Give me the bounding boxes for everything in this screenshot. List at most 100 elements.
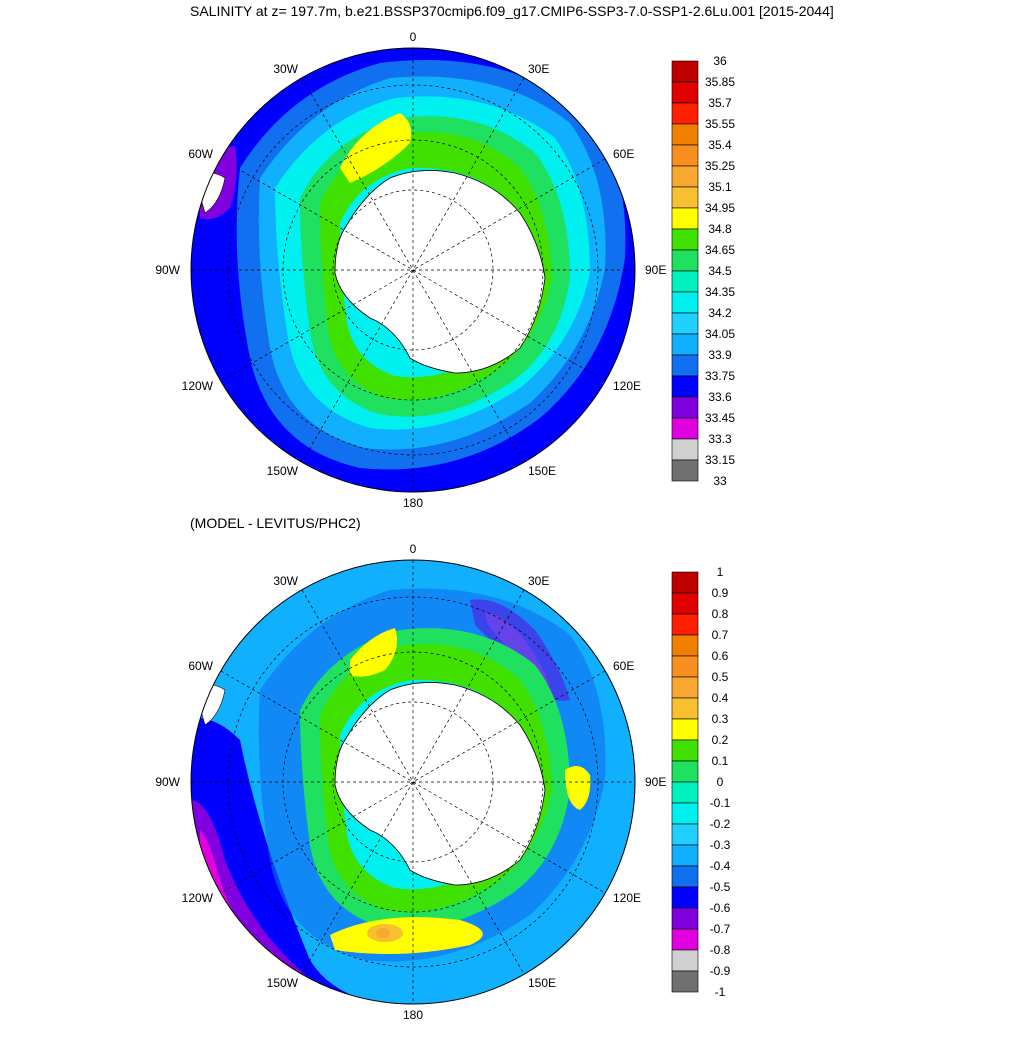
difference-colorbar-swatch-14 [671,865,699,888]
difference-colorbar-label-15: -0.5 [710,880,731,894]
salinity-colorbar-swatch-12 [671,312,699,335]
difference-colorbar-swatch-10 [671,781,699,804]
difference-colorbar-label-14: -0.4 [710,859,731,873]
lon-label-150w: 150W [267,464,299,478]
salinity-colorbar-label-15: 33.75 [705,369,735,383]
lon-label-90e: 90E [645,263,666,277]
lon-label-0: 0 [410,30,417,44]
lon-label-150w: 150W [267,976,299,990]
salinity-colorbar-label-6: 35.1 [708,180,732,194]
difference-colorbar-swatch-1 [671,592,699,615]
salinity-colorbar-label-5: 35.25 [705,159,735,173]
difference-colorbar-label-3: 0.7 [712,628,729,642]
difference-colorbar-label-8: 0.2 [712,733,729,747]
salinity-colorbar-label-0: 36 [713,55,727,68]
lon-label-90e: 90E [645,775,666,789]
salinity-colorbar-swatch-15 [671,375,699,398]
difference-colorbar-label-7: 0.3 [712,712,729,726]
salinity-colorbar-swatch-14 [671,354,699,377]
difference-colorbar-swatch-13 [671,844,699,867]
difference-colorbar-label-11: -0.1 [710,796,731,810]
salinity-colorbar-swatch-8 [671,228,699,251]
difference-colorbar-label-19: -0.9 [710,964,731,978]
difference-colorbar-label-1: 0.9 [712,586,729,600]
difference-colorbar-label-9: 0.1 [712,754,729,768]
difference-colorbar-swatch-3 [671,634,699,657]
figure-title: SALINITY at z= 197.7m, b.e21.BSSP370cmip… [190,3,834,19]
difference-colorbar-label-6: 0.4 [712,691,729,705]
difference-colorbar-label-4: 0.6 [712,649,729,663]
salinity-colorbar-label-19: 33.15 [705,453,735,467]
salinity-colorbar-label-7: 34.95 [705,201,735,215]
salinity-colorbar-swatch-1 [671,81,699,104]
difference-colorbar-swatch-19 [671,970,699,993]
salinity-colorbar-label-11: 34.35 [705,285,735,299]
difference-colorbar-label-13: -0.3 [710,838,731,852]
salinity-colorbar-swatch-17 [671,417,699,440]
lon-label-0: 0 [410,542,417,556]
difference-colorbar-label-0: 1 [717,566,724,579]
salinity-colorbar-label-17: 33.45 [705,411,735,425]
lon-label-180: 180 [403,1008,423,1022]
salinity-colorbar-swatch-5 [671,165,699,188]
difference-colorbar-label-2: 0.8 [712,607,729,621]
difference-colorbar-swatch-15 [671,886,699,909]
lon-label-120e: 120E [613,891,641,905]
lon-label-30w: 30W [273,62,298,76]
salinity-colorbar-label-10: 34.5 [708,264,732,278]
salinity-colorbar-label-2: 35.7 [708,96,732,110]
difference-colorbar-label-16: -0.6 [710,901,731,915]
lon-label-120e: 120E [613,379,641,393]
lon-label-90w: 90W [155,775,180,789]
difference-colorbar: 1 0.9 0.8 0.7 0.6 0.5 0.4 0.3 0.2 0.1 0 -0.1 -0.2 -0.… [671,566,731,999]
salinity-colorbar-swatch-9 [671,249,699,272]
salinity-colorbar-swatch-13 [671,333,699,356]
lon-label-30e: 30E [528,62,549,76]
difference-colorbar-label-20: -1 [715,985,726,999]
salinity-difference-polar-map: 0 180 90W 90E 30W 60W 30E 60E 120W 150W … [155,542,666,1022]
salinity-colorbar-label-20: 33 [713,474,727,488]
salinity-colorbar-swatch-10 [671,270,699,293]
difference-colorbar-swatch-9 [671,760,699,783]
difference-colorbar-label-18: -0.8 [710,943,731,957]
difference-colorbar-label-5: 0.5 [712,670,729,684]
lon-label-90w: 90W [155,263,180,277]
salinity-colorbar-label-4: 35.4 [708,138,732,152]
salinity-colorbar-label-16: 33.6 [708,390,732,404]
lon-label-150e: 150E [528,464,556,478]
lon-label-30e: 30E [528,574,549,588]
difference-colorbar-label-12: -0.2 [710,817,731,831]
difference-colorbar-swatch-18 [671,949,699,972]
salinity-colorbar-swatch-4 [671,144,699,167]
salinity-colorbar-label-3: 35.55 [705,117,735,131]
salinity-colorbar-label-14: 33.9 [708,348,732,362]
salinity-colorbar: 36 35.85 35.7 35.55 35.4 35.25 35.1 34.95 34.8 34… [671,55,735,488]
salinity-colorbar-label-8: 34.8 [708,222,732,236]
salinity-colorbar-label-12: 34.2 [708,306,732,320]
difference-colorbar-swatch-6 [671,697,699,720]
difference-colorbar-swatch-0 [671,571,699,594]
salinity-colorbar-swatch-0 [671,60,699,83]
salinity-colorbar-label-9: 34.65 [705,243,735,257]
salinity-polar-map: 0 180 90W 90E 30W 60W 30E 60E 120W 150W … [155,30,666,510]
lon-label-180: 180 [403,496,423,510]
difference-colorbar-swatch-8 [671,739,699,762]
difference-colorbar-swatch-7 [671,718,699,741]
difference-colorbar-swatch-17 [671,928,699,951]
salinity-colorbar-swatch-18 [671,438,699,461]
salinity-colorbar-swatch-2 [671,102,699,125]
salinity-colorbar-label-18: 33.3 [708,432,732,446]
difference-subtitle: (MODEL - LEVITUS/PHC2) [190,515,361,531]
salinity-colorbar-swatch-19 [671,459,699,482]
lon-label-60e: 60E [613,659,634,673]
difference-colorbar-swatch-2 [671,613,699,636]
lon-label-30w: 30W [273,574,298,588]
salinity-colorbar-swatch-7 [671,207,699,230]
lon-label-120w: 120W [182,891,214,905]
lon-label-60w: 60W [188,147,213,161]
lon-label-120w: 120W [182,379,214,393]
lon-label-60w: 60W [188,659,213,673]
difference-colorbar-swatch-12 [671,823,699,846]
salinity-colorbar-label-13: 34.05 [705,327,735,341]
salinity-colorbar-swatch-6 [671,186,699,209]
